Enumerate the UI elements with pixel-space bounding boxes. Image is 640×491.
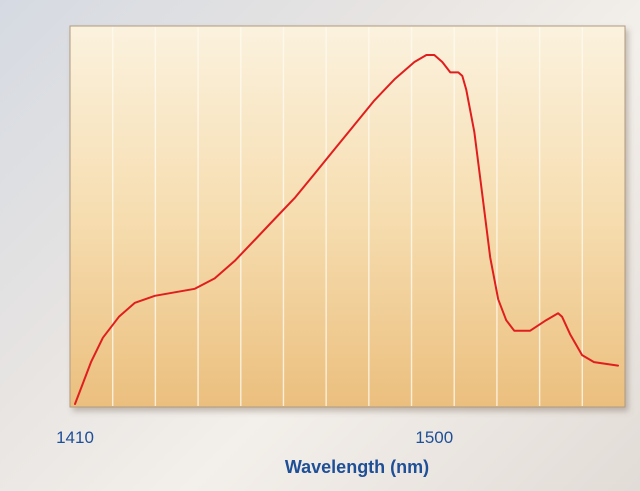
x-tick-label: 1410 <box>56 428 94 447</box>
x-tick-label: 1500 <box>415 428 453 447</box>
x-axis-title: Wavelength (nm) <box>285 457 429 477</box>
x-axis-ticks: 1410 1500 <box>56 428 453 447</box>
series-line-1 <box>74 54 619 405</box>
grid-lines <box>111 27 584 406</box>
series-layer <box>74 54 619 405</box>
plot-area <box>69 25 626 408</box>
